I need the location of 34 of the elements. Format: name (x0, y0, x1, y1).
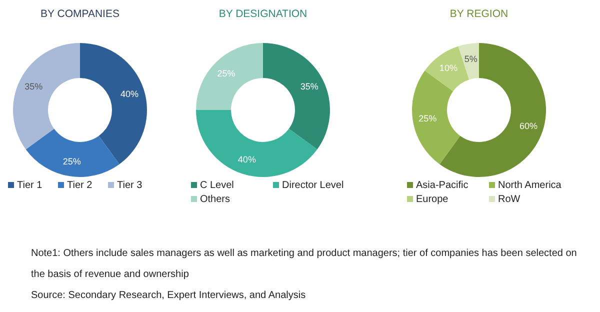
donut-slice (458, 43, 479, 80)
legend-label: Tier 3 (117, 180, 143, 191)
data-label: 25% (418, 113, 437, 124)
legend-label: Asia-Pacific (416, 180, 468, 191)
data-label: 10% (439, 63, 458, 74)
legend-label: Tier 1 (17, 180, 43, 191)
donut-slice (263, 43, 330, 150)
data-label: 35% (300, 82, 318, 92)
legend-label: Director Level (282, 180, 344, 191)
data-label: 40% (238, 154, 256, 165)
chart-title: BY DESIGNATION (218, 8, 308, 20)
legend-label: RoW (498, 194, 521, 205)
donut-slice (13, 43, 80, 150)
donut-slice (196, 43, 263, 110)
text: Note1: Others include sales managers as well as marketing and product managers; tier of companies has been selected on the basis of revenue and ownership (31, 248, 577, 280)
chart-title: BY COMPANIES (40, 8, 120, 20)
donut-slice (440, 43, 546, 177)
legend-label: Tier 2 (67, 180, 93, 191)
donut-slice (26, 128, 120, 177)
donut-slice (80, 43, 147, 164)
data-label: 40% (120, 89, 138, 100)
chart-title: BY REGION (450, 8, 508, 20)
source-note: Source: Secondary Research, Expert Interviews, and Analysis (31, 290, 306, 301)
data-label: 25% (217, 68, 236, 78)
data-label: 5% (464, 54, 478, 64)
donut-slice (196, 110, 318, 177)
legend-label: North America (498, 180, 562, 191)
legend-label: Europe (416, 194, 449, 205)
data-label: 35% (24, 82, 43, 92)
data-label: 60% (519, 121, 538, 132)
legend-label: Others (200, 194, 230, 205)
legend-label: C Level (200, 180, 234, 191)
data-label: 25% (62, 156, 81, 167)
donut-slice (412, 70, 460, 164)
